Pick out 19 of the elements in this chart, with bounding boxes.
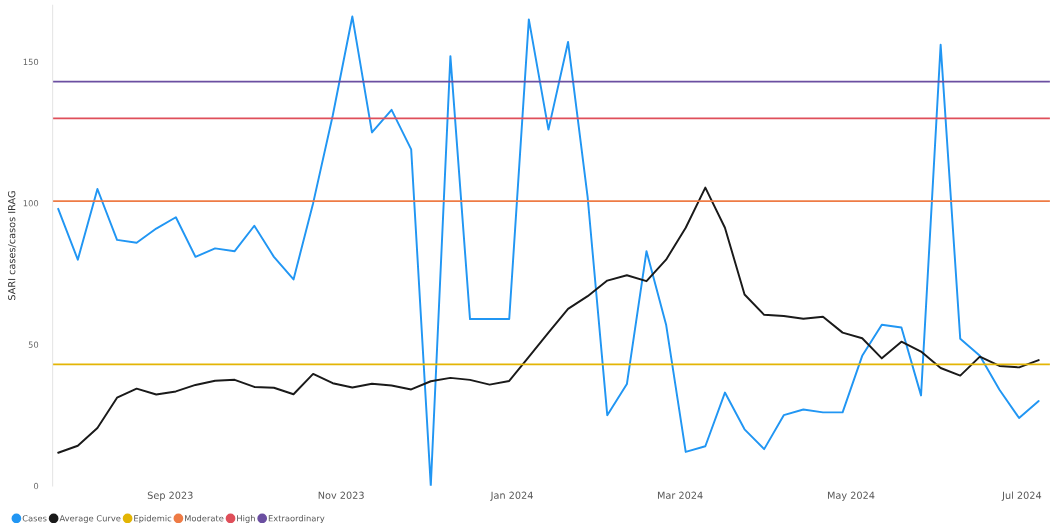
x-tick-label: May 2024 [827, 491, 875, 501]
legend-label: Average Curve [59, 515, 121, 523]
x-tick-label: Sep 2023 [147, 491, 193, 501]
legend-label: Moderate [185, 515, 224, 522]
y-tick-label: 50 [28, 341, 39, 348]
y-tick-label: 0 [33, 482, 39, 490]
legend-label: Epidemic [134, 515, 172, 523]
y-tick-label: 100 [23, 200, 39, 207]
x-tick-label: Jan 2024 [490, 491, 533, 501]
x-tick-label: Jul 2024 [1001, 491, 1042, 501]
line-series [57, 15, 1040, 486]
x-tick-label: Mar 2024 [657, 491, 703, 499]
legend-label: Extraordinary [268, 515, 325, 523]
y-axis-title: SARI cases/casos IRAG [8, 191, 17, 300]
legend-label: High [237, 515, 255, 523]
y-tick-label: 150 [23, 58, 39, 66]
legend-label: Cases [22, 515, 47, 522]
line-series [57, 186, 1040, 454]
x-tick-label: Nov 2023 [318, 491, 364, 499]
